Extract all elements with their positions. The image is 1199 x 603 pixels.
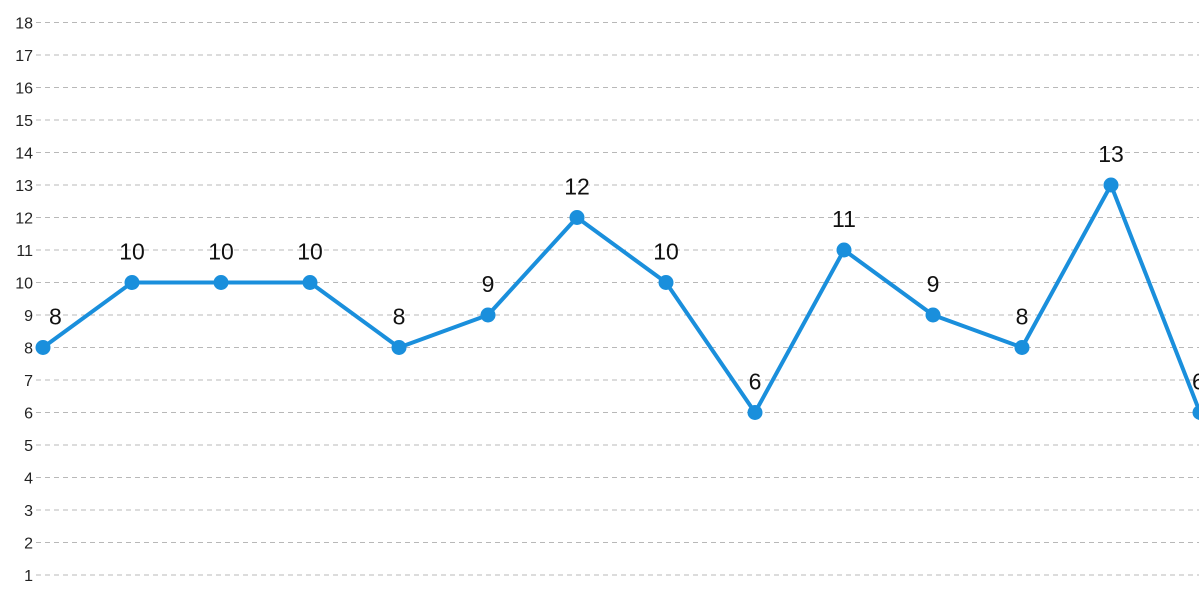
data-point-6[interactable] bbox=[569, 210, 585, 225]
y-tick-label-8: 8 bbox=[24, 341, 33, 358]
y-tick-label-12: 12 bbox=[15, 211, 33, 228]
data-label-6: 12 bbox=[564, 174, 590, 200]
data-points-layer bbox=[35, 177, 1199, 420]
data-label-5: 9 bbox=[482, 271, 495, 297]
data-label-1: 10 bbox=[119, 239, 145, 265]
data-point-8[interactable] bbox=[747, 405, 763, 420]
data-point-11[interactable] bbox=[1014, 340, 1030, 355]
data-label-13: 6 bbox=[1192, 369, 1199, 395]
y-tick-label-6: 6 bbox=[24, 406, 33, 423]
y-tick-label-15: 15 bbox=[15, 113, 33, 130]
data-label-8: 6 bbox=[749, 369, 762, 395]
y-tick-label-3: 3 bbox=[24, 503, 33, 520]
y-tick-label-2: 2 bbox=[24, 536, 33, 553]
data-label-3: 10 bbox=[297, 239, 323, 265]
y-tick-label-10: 10 bbox=[15, 276, 33, 293]
data-label-2: 10 bbox=[208, 239, 234, 265]
data-label-4: 8 bbox=[393, 304, 406, 330]
data-point-13[interactable] bbox=[1192, 405, 1199, 420]
y-tick-label-18: 18 bbox=[15, 16, 33, 33]
y-tick-label-14: 14 bbox=[15, 146, 33, 163]
data-label-11: 8 bbox=[1016, 304, 1029, 330]
grid-layer bbox=[36, 22, 1199, 576]
data-point-0[interactable] bbox=[35, 340, 51, 355]
data-label-12: 13 bbox=[1098, 141, 1124, 167]
data-point-10[interactable] bbox=[925, 307, 941, 323]
y-tick-label-1: 1 bbox=[24, 568, 33, 585]
data-point-5[interactable] bbox=[480, 307, 496, 323]
y-tick-label-13: 13 bbox=[15, 178, 33, 195]
series-line-layer bbox=[41, 183, 1199, 415]
data-point-3[interactable] bbox=[302, 275, 318, 290]
data-label-9: 11 bbox=[832, 206, 856, 232]
data-point-12[interactable] bbox=[1103, 177, 1119, 193]
data-point-9[interactable] bbox=[836, 242, 852, 258]
data-point-7[interactable] bbox=[658, 275, 674, 290]
y-tick-label-5: 5 bbox=[24, 438, 33, 455]
data-labels-layer: 8 10 10 10 8 9 12 10 6 11 9 8 13 6 bbox=[49, 141, 1199, 395]
y-tick-label-11: 11 bbox=[16, 243, 33, 260]
y-tick-label-16: 16 bbox=[15, 81, 33, 98]
series-line bbox=[41, 183, 1199, 415]
y-tick-label-7: 7 bbox=[24, 373, 33, 390]
data-point-2[interactable] bbox=[213, 275, 229, 290]
y-tick-label-17: 17 bbox=[15, 48, 33, 65]
data-label-10: 9 bbox=[927, 271, 940, 297]
data-label-7: 10 bbox=[653, 239, 679, 265]
y-tick-label-9: 9 bbox=[24, 308, 33, 325]
data-point-4[interactable] bbox=[391, 340, 407, 355]
data-point-1[interactable] bbox=[124, 275, 140, 290]
data-label-0: 8 bbox=[49, 304, 62, 330]
y-tick-label-4: 4 bbox=[24, 471, 33, 488]
